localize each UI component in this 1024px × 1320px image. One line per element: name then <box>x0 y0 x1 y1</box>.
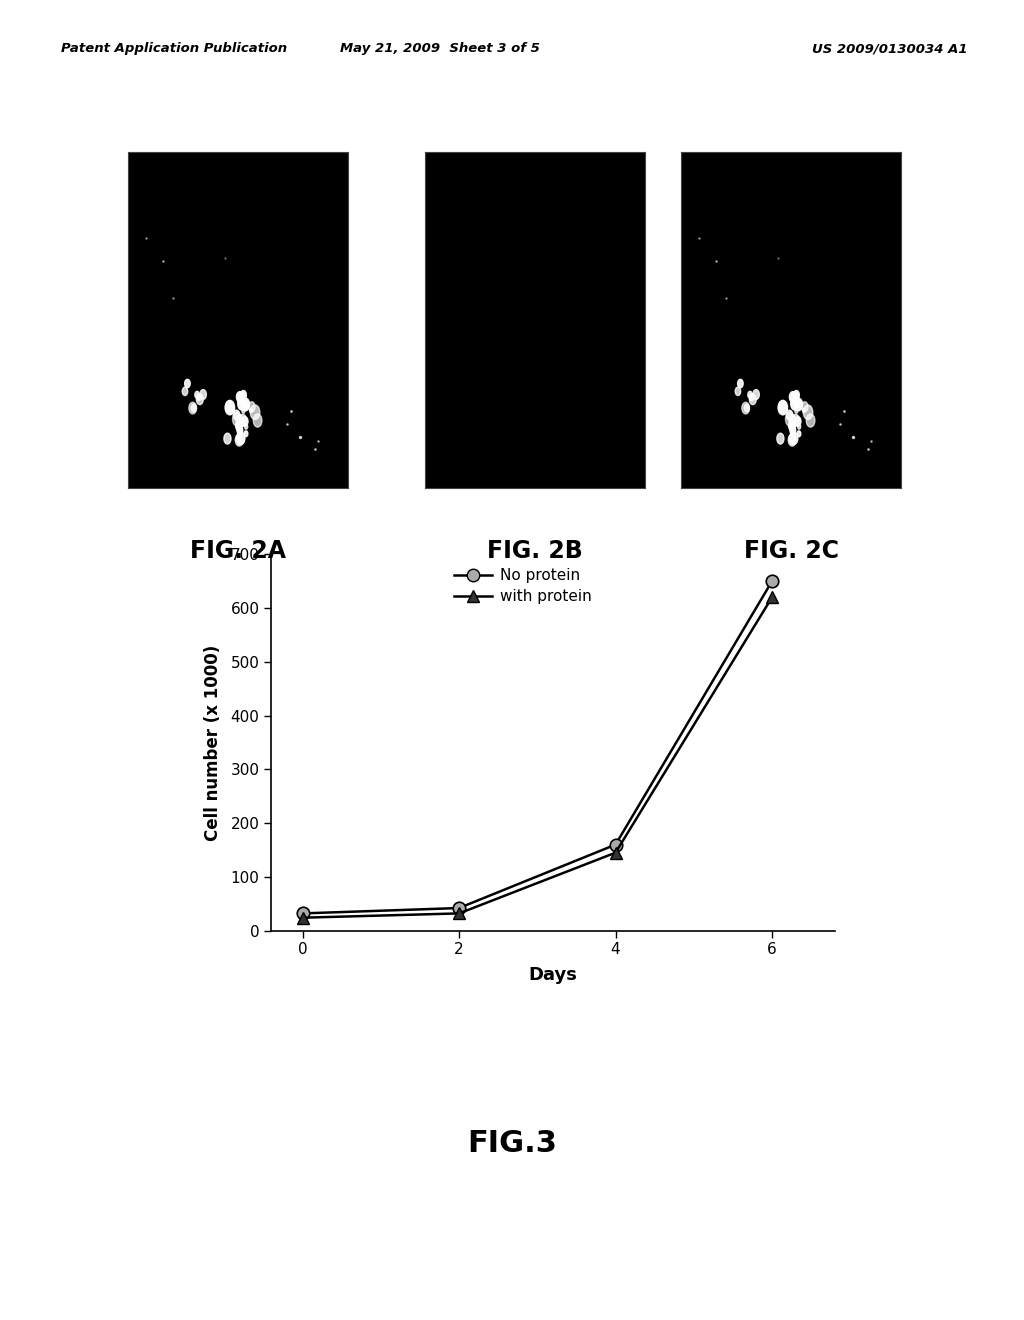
Circle shape <box>750 395 754 401</box>
Text: May 21, 2009  Sheet 3 of 5: May 21, 2009 Sheet 3 of 5 <box>340 42 541 55</box>
Circle shape <box>795 409 798 413</box>
Circle shape <box>197 395 201 401</box>
Circle shape <box>241 391 247 400</box>
Circle shape <box>246 403 249 408</box>
Circle shape <box>735 387 740 396</box>
Circle shape <box>225 400 234 414</box>
Circle shape <box>737 379 743 388</box>
Y-axis label: Cell number (x 1000): Cell number (x 1000) <box>204 644 222 841</box>
Circle shape <box>788 414 796 426</box>
Circle shape <box>786 411 793 420</box>
Circle shape <box>191 404 197 412</box>
Circle shape <box>797 430 801 437</box>
Circle shape <box>250 405 260 420</box>
Circle shape <box>242 417 248 426</box>
Circle shape <box>803 408 805 413</box>
Circle shape <box>799 403 802 408</box>
Circle shape <box>744 404 750 412</box>
Circle shape <box>253 414 262 428</box>
Circle shape <box>778 400 787 414</box>
Circle shape <box>803 405 813 420</box>
Circle shape <box>790 422 795 430</box>
Circle shape <box>238 397 246 411</box>
Circle shape <box>795 417 801 426</box>
Circle shape <box>242 409 245 413</box>
Circle shape <box>237 426 243 434</box>
Text: US 2009/0130034 A1: US 2009/0130034 A1 <box>812 42 968 55</box>
Circle shape <box>788 421 796 430</box>
Circle shape <box>236 414 243 426</box>
Circle shape <box>802 401 808 412</box>
Text: FIG. 2C: FIG. 2C <box>743 539 839 562</box>
Circle shape <box>237 432 245 445</box>
Circle shape <box>791 397 799 411</box>
Text: FIG. 2B: FIG. 2B <box>487 539 583 562</box>
Circle shape <box>236 421 243 430</box>
Circle shape <box>753 389 760 400</box>
Circle shape <box>188 403 197 414</box>
Circle shape <box>237 422 242 430</box>
Circle shape <box>798 425 801 429</box>
Circle shape <box>795 399 803 411</box>
Circle shape <box>238 392 246 405</box>
Circle shape <box>788 434 796 446</box>
Circle shape <box>237 392 244 403</box>
Circle shape <box>250 408 252 413</box>
Circle shape <box>741 403 750 414</box>
Legend: No protein, with protein: No protein, with protein <box>447 562 598 610</box>
Circle shape <box>245 425 248 429</box>
Circle shape <box>249 401 255 412</box>
Circle shape <box>236 434 243 446</box>
Circle shape <box>197 395 204 405</box>
Circle shape <box>233 411 240 420</box>
Circle shape <box>791 392 799 405</box>
Circle shape <box>184 379 190 388</box>
Circle shape <box>195 391 200 399</box>
Circle shape <box>806 414 815 428</box>
Circle shape <box>785 412 795 426</box>
Circle shape <box>232 412 242 426</box>
Circle shape <box>242 399 250 411</box>
Circle shape <box>790 426 796 434</box>
Circle shape <box>244 430 248 437</box>
Text: Patent Application Publication: Patent Application Publication <box>61 42 288 55</box>
Circle shape <box>239 414 247 426</box>
Circle shape <box>224 433 231 444</box>
X-axis label: Days: Days <box>528 966 578 983</box>
Circle shape <box>200 389 207 400</box>
Circle shape <box>182 387 187 396</box>
Circle shape <box>790 392 797 403</box>
Circle shape <box>777 433 784 444</box>
Circle shape <box>794 391 800 400</box>
Text: FIG. 2A: FIG. 2A <box>190 539 286 562</box>
Circle shape <box>790 432 798 445</box>
Circle shape <box>792 414 800 426</box>
Text: FIG.3: FIG.3 <box>467 1129 557 1158</box>
Circle shape <box>750 395 757 405</box>
Circle shape <box>748 391 753 399</box>
